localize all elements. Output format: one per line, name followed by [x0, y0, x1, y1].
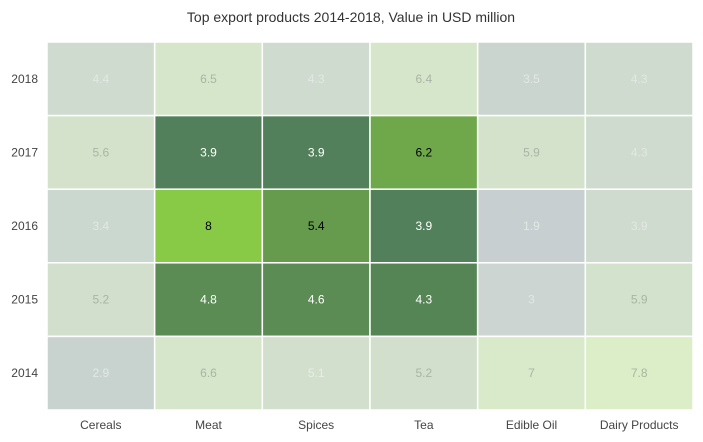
cell-label: 6.6	[200, 366, 217, 380]
x-tick-label: Spices	[298, 418, 334, 432]
cell-label: 3	[528, 293, 535, 307]
heatmap-cell[interactable]	[584, 114, 694, 190]
cell-label: 3.9	[200, 145, 217, 159]
heatmap-cell[interactable]	[261, 41, 371, 117]
x-tick-label: Meat	[195, 418, 222, 432]
y-tick-label: 2015	[11, 293, 38, 307]
cell-label: 8	[205, 219, 212, 233]
heatmap-cell[interactable]	[261, 335, 371, 411]
heatmap-cell[interactable]	[584, 335, 694, 411]
heatmap-cell[interactable]	[584, 262, 694, 338]
x-tick-label: Tea	[414, 418, 434, 432]
cell-label: 4.6	[308, 293, 325, 307]
heatmap-cell[interactable]	[46, 262, 156, 338]
cell-label: 5.2	[415, 366, 432, 380]
heatmap-cell[interactable]	[584, 41, 694, 117]
x-tick-label: Cereals	[80, 418, 121, 432]
cell-label: 7	[528, 366, 535, 380]
heatmap-cell[interactable]	[369, 114, 479, 190]
chart-title: Top export products 2014-2018, Value in …	[187, 9, 515, 25]
heatmap-cell[interactable]	[476, 188, 587, 264]
cell-label: 6.4	[415, 72, 432, 86]
cell-label: 5.2	[92, 293, 109, 307]
x-tick-label: Edible Oil	[506, 418, 557, 432]
heatmap-cell[interactable]	[476, 335, 587, 411]
cell-label: 6.5	[200, 72, 217, 86]
y-tick-label: 2014	[11, 366, 38, 380]
cell-label: 6.2	[415, 145, 432, 159]
cell-label: 3.5	[523, 72, 540, 86]
heatmap-cell[interactable]	[46, 41, 156, 117]
cell-label: 4.3	[631, 145, 648, 159]
heatmap-cell[interactable]	[369, 335, 479, 411]
cell-label: 3.9	[631, 219, 648, 233]
heatmap-cell[interactable]	[153, 41, 264, 117]
heatmap-cell[interactable]	[584, 188, 694, 264]
cell-label: 1.9	[523, 219, 540, 233]
y-tick-label: 2016	[11, 219, 38, 233]
y-tick-label: 2018	[11, 72, 38, 86]
heatmap-cell[interactable]	[153, 114, 264, 190]
cell-label: 4.4	[92, 72, 109, 86]
x-tick-label: Dairy Products	[600, 418, 679, 432]
heatmap-cell[interactable]	[369, 262, 479, 338]
cell-label: 5.6	[92, 145, 109, 159]
heatmap-cell[interactable]	[153, 262, 264, 338]
cell-label: 3.9	[415, 219, 432, 233]
cell-label: 4.3	[308, 72, 325, 86]
cell-label: 4.3	[631, 72, 648, 86]
cell-label: 7.8	[631, 366, 648, 380]
cell-label: 3.4	[92, 219, 109, 233]
cell-label: 2.9	[92, 366, 109, 380]
cell-label: 5.9	[523, 145, 540, 159]
heatmap-cell[interactable]	[46, 335, 156, 411]
cell-label: 5.9	[631, 293, 648, 307]
heatmap-cell[interactable]	[153, 188, 264, 264]
cell-label: 5.1	[308, 366, 325, 380]
y-tick-label: 2017	[11, 145, 38, 159]
cell-label: 4.3	[415, 293, 432, 307]
cell-label: 4.8	[200, 293, 217, 307]
heatmap-cell[interactable]	[476, 262, 587, 338]
heatmap-cell[interactable]	[369, 188, 479, 264]
heatmap-cell[interactable]	[261, 262, 371, 338]
cell-label: 3.9	[308, 145, 325, 159]
cell-label: 5.4	[308, 219, 325, 233]
